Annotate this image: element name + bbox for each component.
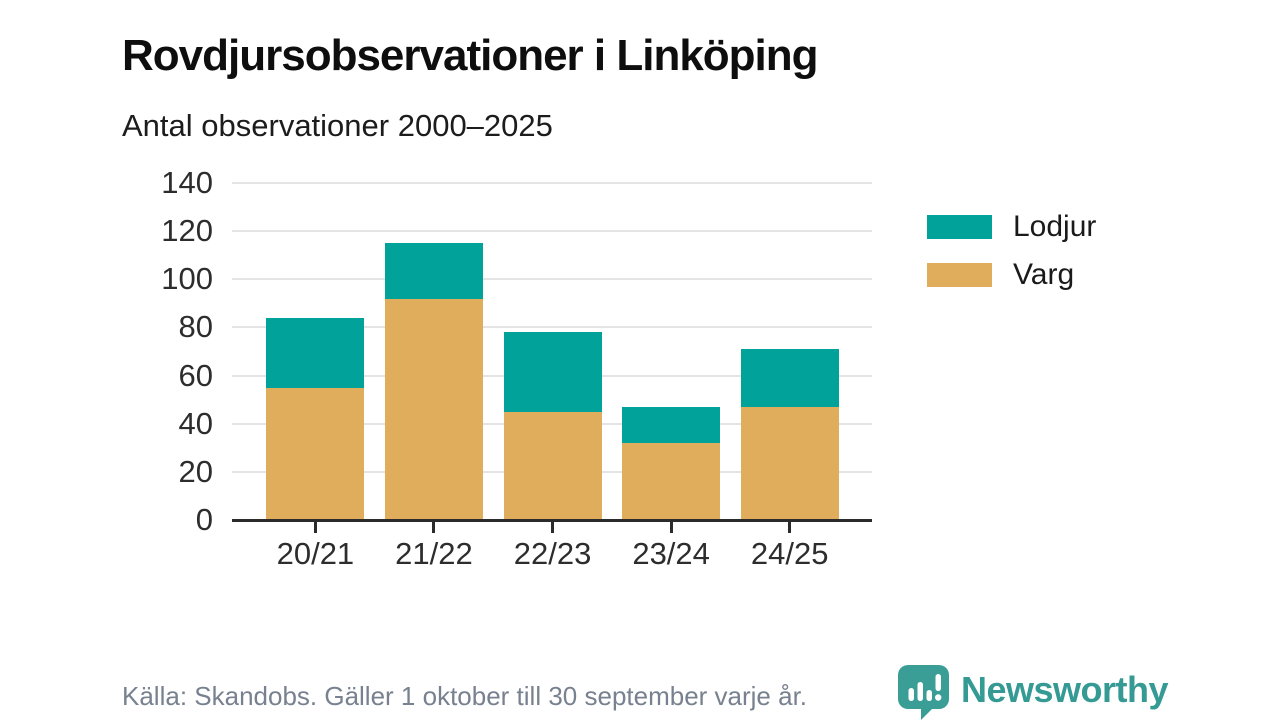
gridline-y100: [232, 278, 872, 281]
bar-23-24-lodjur: [622, 406, 721, 443]
x-axis-tick-label: 24/25: [750, 536, 829, 571]
bar-20-21-lodjur: [266, 317, 365, 388]
legend-label-lodjur: Lodjur: [1013, 210, 1097, 243]
x-axis-tick: [551, 522, 555, 533]
y-axis-tick-label: 20: [178, 453, 213, 489]
newsworthy-logo: Newsworthy: [896, 664, 1169, 720]
x-axis-tick-label: 23/24: [632, 536, 710, 571]
plot-area: 0 20 40 60 80 100 120 140 20/21 21/22 22/23 23/24 24…: [161, 167, 872, 571]
legend-item-lodjur: Lodjur: [927, 210, 1097, 243]
x-axis-tick-label: 22/23: [513, 536, 592, 571]
y-axis-tick-label: 140: [161, 165, 213, 200]
bar-21-22-lodjur: [384, 243, 483, 299]
bar-chart-speech-bubble-icon: [898, 665, 949, 720]
y-axis-tick-label: 80: [178, 309, 213, 345]
y-axis-tick-label: 100: [161, 261, 213, 297]
bar-23-24-varg: [622, 442, 721, 520]
chart-subtitle: Antal observationer 2000–2025: [122, 108, 553, 143]
x-axis-tick: [669, 522, 673, 533]
x-axis-baseline: [232, 519, 872, 522]
source-note: Källa: Skandobs. Gäller 1 oktober till 3…: [122, 681, 808, 711]
gridline-y80: [232, 326, 872, 329]
y-axis-tick-label: 40: [178, 405, 213, 441]
bar-24-25-varg: [740, 406, 839, 520]
bar-22-23-lodjur: [503, 332, 602, 412]
x-axis-tick: [313, 522, 317, 533]
brand-name: Newsworthy: [961, 669, 1169, 710]
y-axis-tick-label: 120: [161, 213, 213, 249]
bar-22-23-varg: [503, 411, 602, 520]
legend: Lodjur Varg: [927, 210, 1097, 311]
y-axis-tick-label: 60: [178, 357, 213, 393]
x-axis-tick: [432, 522, 436, 533]
page-title: Rovdjursobservationer i Linköping: [122, 31, 819, 81]
bar-20-21-varg: [266, 387, 365, 520]
legend-swatch-lodjur: [927, 215, 992, 239]
gridline-y140: [232, 182, 872, 184]
gridline-y120: [232, 230, 872, 233]
x-axis-tick-label: 21/22: [395, 536, 473, 571]
bar-21-22-varg: [384, 298, 483, 520]
legend-item-varg: Varg: [927, 258, 1096, 291]
legend-swatch-varg: [927, 263, 992, 287]
y-axis-tick-label: 0: [195, 502, 213, 537]
x-axis-tick-label: 20/21: [276, 536, 355, 571]
bar-24-25-lodjur: [740, 349, 839, 407]
x-axis-tick: [788, 522, 792, 533]
legend-label-varg: Varg: [1013, 258, 1075, 291]
